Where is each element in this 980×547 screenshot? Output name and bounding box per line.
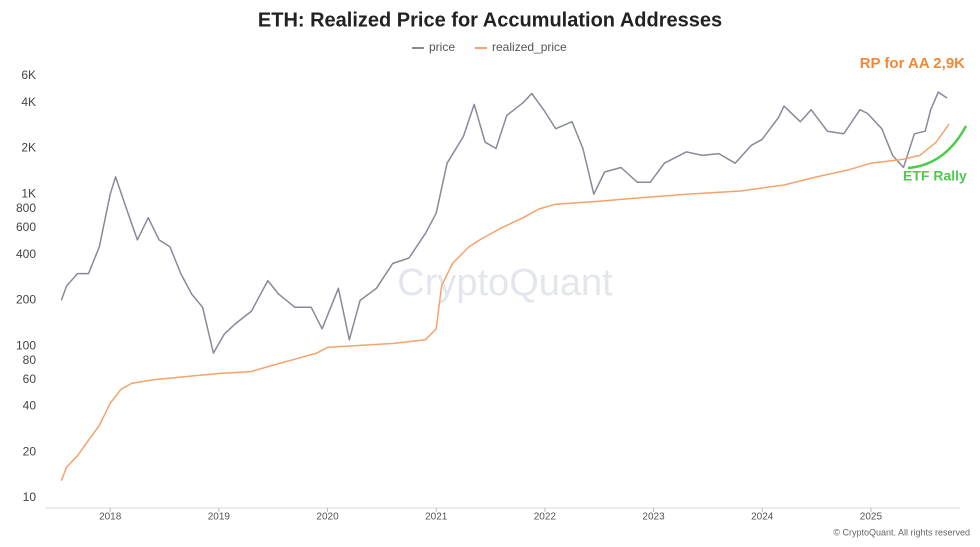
y-tick-label: 60: [23, 372, 37, 386]
x-tick-label: 2025: [860, 512, 883, 523]
line-series: [60, 123, 950, 481]
chart-title: ETH: Realized Price for Accumulation Add…: [258, 9, 722, 31]
x-tick-label: 2018: [99, 512, 122, 523]
footer: © CryptoQuant. All rights reserved: [833, 527, 970, 537]
x-tick-label: 2021: [425, 512, 448, 523]
y-tick-label: 20: [23, 444, 37, 458]
annotation-arrow: [907, 125, 968, 170]
x-tick-label: 2024: [751, 512, 774, 523]
line-series: [60, 91, 948, 354]
y-tick-label: 100: [16, 338, 36, 352]
y-tick-label: 40: [23, 399, 37, 413]
legend-label: price: [429, 40, 455, 54]
y-tick-label: 4K: [21, 95, 36, 109]
annotation: ETF Rally: [903, 168, 967, 184]
legend-label: realized_price: [492, 40, 567, 54]
x-tick-label: 2019: [208, 512, 231, 523]
x-tick-label: 2022: [534, 512, 557, 523]
x-tick-label: 2020: [316, 512, 339, 523]
y-tick-label: 1K: [21, 186, 36, 200]
y-tick-label: 10: [23, 490, 37, 504]
y-tick-label: 400: [16, 247, 36, 261]
y-tick-label: 800: [16, 201, 36, 215]
y-tick-label: 2K: [21, 141, 36, 155]
y-tick-label: 200: [16, 293, 36, 307]
y-tick-label: 600: [16, 220, 36, 234]
y-tick-label: 6K: [21, 68, 36, 82]
watermark: CryptoQuant: [397, 262, 613, 304]
annotation: RP for AA 2,9K: [860, 55, 965, 72]
x-tick-label: 2023: [642, 512, 665, 523]
y-tick-label: 80: [23, 353, 37, 367]
